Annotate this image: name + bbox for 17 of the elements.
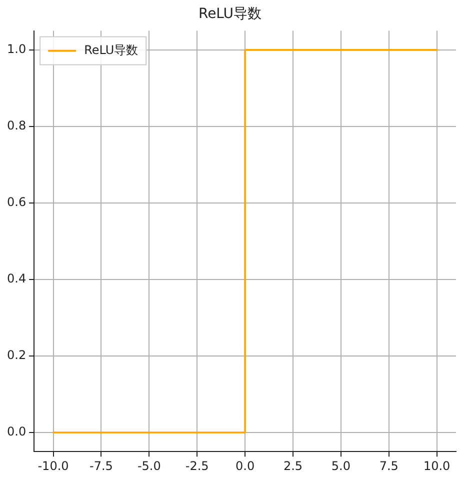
y-tick-label: 0.0: [6, 424, 26, 439]
y-tick-label: 0.6: [6, 195, 26, 210]
x-tick-label: -10.0: [38, 458, 69, 473]
x-tick-label: 10.0: [423, 458, 450, 473]
y-tick-label: 0.2: [6, 348, 26, 362]
chart-title: ReLU导数: [198, 6, 262, 22]
y-tick-label: 0.8: [6, 118, 26, 133]
x-tick-label: -5.0: [137, 458, 161, 473]
x-tick-label: -7.5: [89, 458, 113, 473]
x-tick-label: 0.0: [235, 458, 255, 473]
x-tick-label: -2.5: [185, 458, 209, 473]
x-tick-label: 7.5: [379, 458, 398, 473]
legend-label: ReLU导数: [84, 42, 138, 57]
y-tick-label: 1.0: [6, 42, 26, 56]
x-tick-label: 5.0: [331, 458, 350, 473]
x-tick-label: 2.5: [283, 458, 303, 473]
y-tick-label: 0.4: [6, 272, 26, 286]
